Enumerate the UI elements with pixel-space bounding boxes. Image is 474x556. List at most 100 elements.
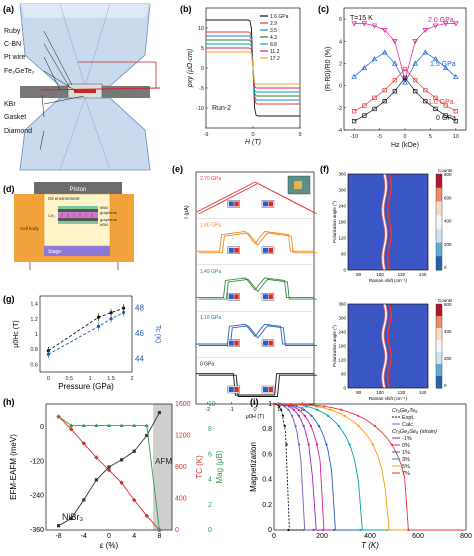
i-legend-label: 1% bbox=[402, 450, 410, 456]
e-spin-cell bbox=[228, 340, 234, 346]
b-ytick: 0 bbox=[201, 66, 204, 72]
e-pressure-label: 2.70 GPa bbox=[200, 176, 221, 182]
f-ytick: 60 bbox=[341, 372, 347, 377]
i-legend-label: 0% bbox=[402, 443, 410, 449]
sample-fgt bbox=[74, 89, 96, 93]
panel-h: (h) AFM-8 -4 0 4 8-360-240-12000400800120016… bbox=[3, 397, 224, 550]
b-xtick: 0 bbox=[251, 132, 254, 138]
c-point bbox=[392, 60, 398, 66]
h-point bbox=[157, 528, 162, 532]
i-point bbox=[295, 405, 298, 408]
i-point bbox=[297, 414, 300, 417]
f-peak-ridge-2 bbox=[387, 173, 392, 271]
c-point bbox=[402, 79, 408, 85]
e-spin-cell bbox=[262, 247, 268, 253]
c-point bbox=[352, 108, 357, 114]
h-y3tick: 0 bbox=[208, 527, 212, 534]
e-trace-up bbox=[196, 373, 314, 396]
layer-label: C-BN bbox=[4, 41, 21, 48]
e-xtick: 1 bbox=[277, 407, 280, 413]
g-xtick: 0 bbox=[47, 376, 50, 382]
c-point bbox=[422, 49, 429, 55]
f-ytick: 300 bbox=[338, 316, 346, 321]
i-ytick: 0.2 bbox=[262, 502, 272, 509]
layer-leader bbox=[39, 130, 45, 151]
e-spin-cell bbox=[262, 340, 268, 346]
f-ytick: 180 bbox=[338, 220, 346, 225]
f-colorbar-frame bbox=[435, 173, 443, 271]
c-xtick: -10 bbox=[350, 134, 358, 140]
h-y3tick: 10 bbox=[208, 401, 216, 408]
h-ylabel2: TC (K) bbox=[195, 455, 204, 479]
i-point bbox=[407, 528, 410, 532]
f-xtick: 120 bbox=[398, 390, 406, 395]
h-point bbox=[120, 458, 124, 462]
layer-label: Pt wire bbox=[4, 54, 26, 61]
b-ylabel: ρxy (μΩ·cm) bbox=[187, 49, 194, 88]
c-point bbox=[442, 21, 449, 27]
c-series-line bbox=[354, 68, 456, 112]
b-ytick: -10 bbox=[196, 106, 204, 112]
c-xlabel: Hz (kOe) bbox=[391, 142, 419, 149]
i-point bbox=[272, 402, 276, 406]
h-point bbox=[145, 433, 149, 438]
c-point bbox=[402, 75, 408, 81]
e-trace-up bbox=[196, 323, 314, 345]
h-y2tick: 1200 bbox=[175, 433, 191, 440]
c-xtick: 0 bbox=[403, 134, 406, 140]
c-temperature-label: T=15 K bbox=[350, 15, 373, 22]
c-point bbox=[433, 95, 438, 100]
f-xtick: 100 bbox=[376, 390, 384, 395]
f-xlabel: Raman shift (cm⁻¹) bbox=[369, 278, 408, 283]
f-colorbar-tick: 400 bbox=[444, 219, 452, 224]
c-xtick: 5 bbox=[429, 134, 432, 140]
g-y2tick: 48 bbox=[135, 304, 144, 313]
h-point bbox=[94, 455, 99, 460]
b-ytick: 10 bbox=[198, 26, 204, 32]
h-y2tick: 800 bbox=[175, 464, 187, 471]
e-xtick: -2 bbox=[205, 407, 210, 413]
i-point bbox=[323, 405, 326, 408]
h-xtick: -8 bbox=[55, 533, 61, 540]
g-point bbox=[109, 311, 113, 315]
i-point bbox=[292, 408, 295, 411]
hbn-bottom-label: hBN bbox=[100, 222, 108, 227]
c-point bbox=[362, 113, 367, 118]
panel-g-label: (g) bbox=[3, 294, 15, 304]
f-colorbar-tick: 600 bbox=[444, 302, 452, 307]
g-ytick: 1 bbox=[35, 332, 38, 338]
h-y2tick: 1600 bbox=[175, 401, 191, 408]
cell-body-label: Cell body bbox=[20, 226, 40, 231]
i-legend-label: 7% bbox=[402, 471, 410, 477]
h-point bbox=[94, 478, 98, 482]
c-point bbox=[413, 77, 418, 83]
g-point bbox=[109, 317, 113, 321]
g-xtick: 2 bbox=[130, 376, 133, 382]
c-point bbox=[381, 49, 388, 55]
e-spin-cell bbox=[228, 201, 234, 207]
i-point bbox=[283, 424, 286, 428]
panel-i-label: (i) bbox=[250, 397, 259, 407]
c-point bbox=[453, 108, 458, 114]
i-point bbox=[302, 424, 305, 428]
f-colorbar-segment bbox=[436, 328, 442, 341]
panel-a-label: (a) bbox=[3, 4, 14, 14]
i-point bbox=[356, 414, 360, 417]
i-point bbox=[281, 414, 285, 417]
c-point bbox=[443, 103, 448, 108]
g-point bbox=[96, 324, 101, 328]
piston bbox=[34, 182, 122, 194]
f-xtick: 80 bbox=[356, 390, 362, 395]
f-peak-ridge bbox=[382, 173, 387, 271]
i-series-line bbox=[274, 403, 466, 531]
i-point bbox=[283, 405, 286, 408]
e-trace-up bbox=[196, 231, 314, 252]
i-point bbox=[305, 405, 308, 408]
e-spin-cell bbox=[234, 294, 239, 300]
h-point bbox=[82, 498, 86, 502]
f-peak-ridge-2 bbox=[387, 303, 392, 389]
f-colorbar-segment bbox=[436, 215, 442, 230]
panel-e-label: (e) bbox=[172, 164, 183, 174]
c-point bbox=[351, 73, 357, 79]
h-ytick: -240 bbox=[30, 493, 44, 500]
